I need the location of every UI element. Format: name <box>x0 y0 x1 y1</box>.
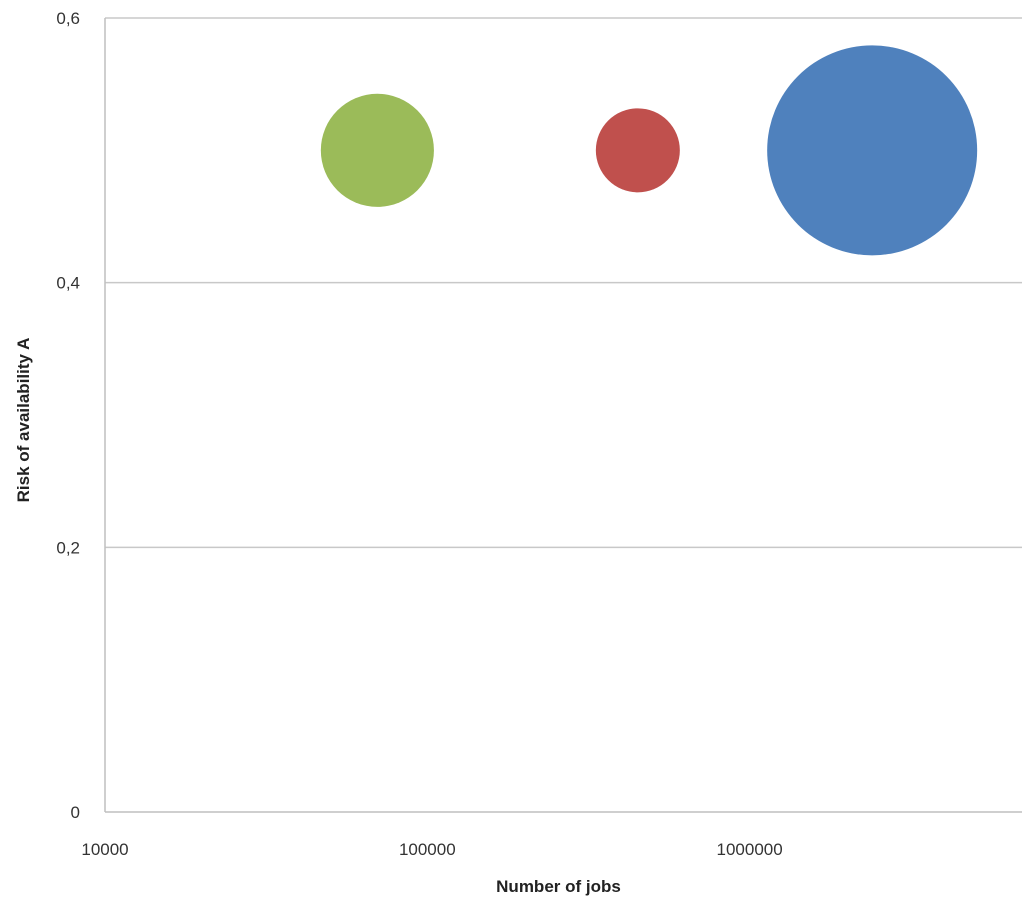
y-axis-title: Risk of availability A <box>14 338 33 503</box>
gridlines <box>105 17 1022 549</box>
bubbles <box>320 45 978 256</box>
y-tick-label: 0,2 <box>56 538 80 557</box>
y-tick-labels: 0 0,2 0,4 0,6 <box>56 9 80 822</box>
bubble <box>767 45 978 256</box>
y-tick-label: 0 <box>71 803 80 822</box>
x-axis-title: Number of jobs <box>496 877 621 896</box>
x-tick-label: 1000000 <box>717 840 783 859</box>
x-tick-labels: 10000 100000 1000000 <box>81 840 782 859</box>
y-tick-label: 0,6 <box>56 9 80 28</box>
bubble <box>320 93 434 207</box>
bubble <box>595 108 680 193</box>
axes <box>104 18 1022 813</box>
y-tick-label: 0,4 <box>56 274 80 293</box>
x-tick-label: 10000 <box>81 840 128 859</box>
x-tick-label: 100000 <box>399 840 456 859</box>
